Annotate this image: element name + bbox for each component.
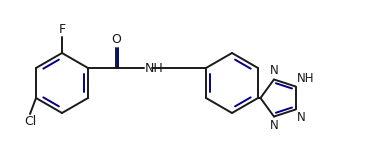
Text: N: N xyxy=(270,64,278,78)
Text: Cl: Cl xyxy=(24,115,36,128)
Text: N: N xyxy=(270,119,278,132)
Text: O: O xyxy=(111,33,121,46)
Text: N: N xyxy=(297,111,306,124)
Text: NH: NH xyxy=(145,62,164,75)
Text: NH: NH xyxy=(297,72,314,85)
Text: F: F xyxy=(58,23,66,36)
